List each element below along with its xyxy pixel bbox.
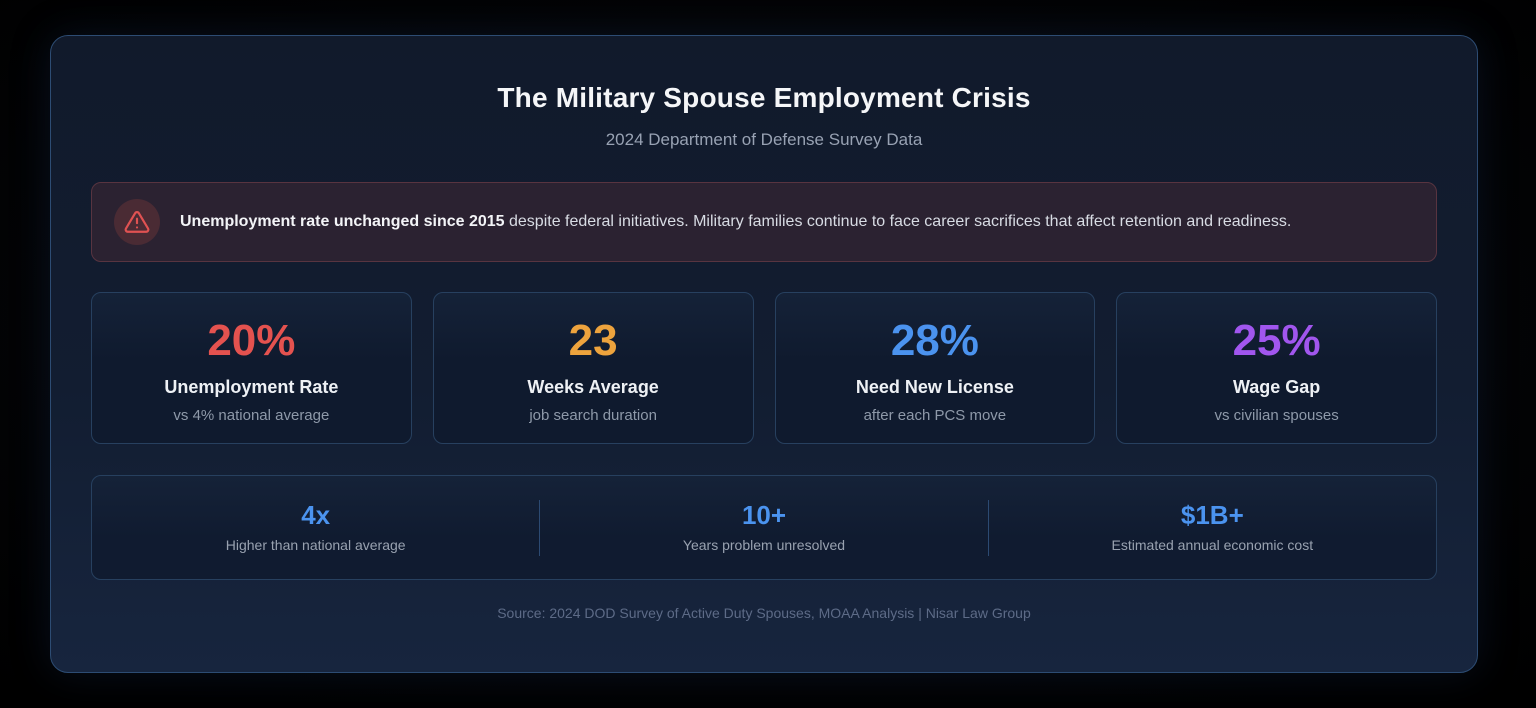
summary-stat-1b-plus: $1B+ Estimated annual economic cost	[989, 502, 1436, 553]
stat-label: Unemployment Rate	[164, 377, 339, 397]
alert-banner: Unemployment rate unchanged since 2015 d…	[91, 182, 1437, 262]
summary-card: 4x Higher than national average 10+ Year…	[91, 475, 1437, 580]
stat-sublabel: job search duration	[529, 407, 657, 424]
stat-card-need-new-license: 28% Need New License after each PCS move	[774, 292, 1096, 444]
stat-value: 20%	[207, 316, 296, 365]
alert-text-rest: despite federal initiatives. Military fa…	[504, 212, 1292, 230]
summary-value: 10+	[741, 500, 787, 530]
alert-text-bold: Unemployment rate unchanged since 2015	[180, 212, 505, 230]
vertical-divider	[539, 499, 541, 556]
summary-stat-10-plus: 10+ Years problem unresolved	[540, 502, 987, 553]
stat-card-weeks-average: 23 Weeks Average job search duration	[432, 292, 754, 444]
summary-label: Higher than national average	[225, 537, 406, 553]
summary-label: Years problem unresolved	[682, 537, 846, 553]
warning-triangle-icon	[124, 211, 150, 233]
stat-cards-row: 20% Unemployment Rate vs 4% national ave…	[91, 292, 1437, 444]
stat-label: Weeks Average	[527, 377, 659, 397]
page-title: The Military Spouse Employment Crisis	[497, 82, 1031, 113]
alert-text: Unemployment rate unchanged since 2015 d…	[180, 211, 1291, 233]
source-footnote: Source: 2024 DOD Survey of Active Duty S…	[497, 605, 1031, 621]
stat-label: Wage Gap	[1232, 377, 1321, 397]
summary-stat-4x: 4x Higher than national average	[92, 502, 539, 553]
warning-icon-circle	[114, 199, 160, 245]
stat-value: 25%	[1232, 316, 1321, 365]
stat-value: 28%	[890, 316, 979, 365]
stat-label: Need New License	[855, 377, 1014, 397]
stat-card-wage-gap: 25% Wage Gap vs civilian spouses	[1116, 292, 1437, 444]
stat-sublabel: vs 4% national average	[173, 407, 330, 424]
stat-sublabel: after each PCS move	[863, 407, 1007, 424]
stat-card-unemployment-rate: 20% Unemployment Rate vs 4% national ave…	[91, 292, 412, 444]
stat-value: 23	[568, 316, 618, 365]
summary-value: $1B+	[1180, 500, 1244, 530]
vertical-divider	[987, 499, 989, 556]
summary-label: Estimated annual economic cost	[1111, 537, 1314, 553]
infographic-panel: The Military Spouse Employment Crisis 20…	[50, 35, 1478, 673]
stat-sublabel: vs civilian spouses	[1214, 407, 1339, 424]
page-subtitle: 2024 Department of Defense Survey Data	[605, 130, 923, 149]
summary-value: 4x	[301, 500, 331, 530]
